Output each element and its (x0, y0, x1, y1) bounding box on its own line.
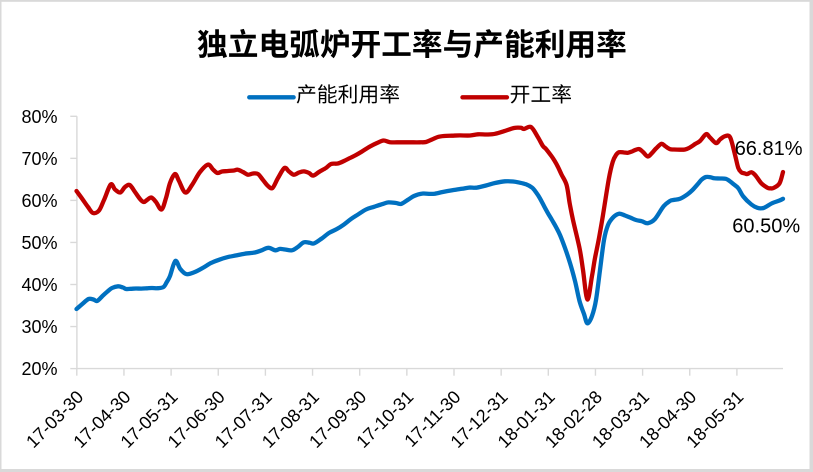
svg-text:40%: 40% (21, 275, 57, 295)
svg-text:60.50%: 60.50% (732, 215, 800, 237)
svg-text:80%: 80% (21, 107, 57, 127)
svg-text:60%: 60% (21, 191, 57, 211)
svg-text:50%: 50% (21, 233, 57, 253)
svg-text:66.81%: 66.81% (735, 138, 803, 160)
svg-text:30%: 30% (21, 317, 57, 337)
svg-text:20%: 20% (21, 359, 57, 379)
svg-text:70%: 70% (21, 149, 57, 169)
